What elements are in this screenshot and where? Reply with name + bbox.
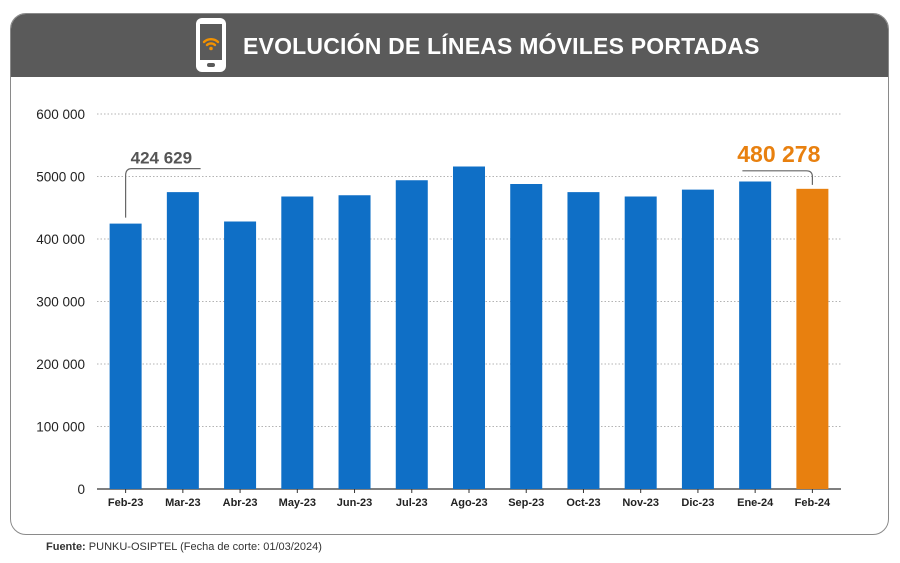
x-tick-label: Nov-23 [622, 497, 659, 509]
bar-oct-23 [567, 192, 600, 489]
x-tick-label: Ene-24 [737, 497, 774, 509]
bar-jul-23 [395, 180, 428, 489]
bar-abr-23 [224, 221, 257, 489]
y-tick-label: 600 000 [36, 107, 85, 122]
x-tick-label: Jun-23 [337, 497, 372, 509]
annotation-leader-line [742, 170, 813, 185]
chart-title: EVOLUCIÓN DE LÍNEAS MÓVILES PORTADAS [243, 33, 760, 59]
bar-feb-24 [796, 188, 829, 490]
bar-chart: 0 100 000 200 000 300 000 400 000 5000 00 600 … [36, 107, 841, 509]
y-tick-label: 100 000 [36, 420, 85, 435]
y-tick-label: 200 000 [36, 357, 85, 372]
annotation-first-value: 424 629 [131, 149, 192, 168]
smartphone-wifi-icon [196, 18, 226, 72]
x-tick-label: May-23 [279, 497, 316, 509]
bar-dic-23 [681, 189, 714, 489]
bar-sep-23 [510, 184, 543, 489]
x-tick-label: Oct-23 [566, 497, 600, 509]
y-tick-label: 300 000 [36, 295, 85, 310]
y-tick-label: 5000 00 [36, 170, 85, 185]
bar-mar-23 [166, 192, 199, 489]
bar-ago-23 [453, 166, 485, 489]
x-tick-label: Mar-23 [165, 497, 200, 509]
y-tick-label: 400 000 [36, 232, 85, 247]
bar-may-23 [281, 196, 314, 489]
source-label: Fuente: [46, 541, 86, 553]
bar-ene-24 [739, 181, 772, 489]
chart-card: EVOLUCIÓN DE LÍNEAS MÓVILES PORTADAS 0 10… [10, 13, 889, 535]
x-tick-label: Ago-23 [450, 497, 487, 509]
bar-nov-23 [624, 196, 657, 489]
chart-header: EVOLUCIÓN DE LÍNEAS MÓVILES PORTADAS [11, 14, 888, 77]
x-tick-label: Abr-23 [223, 497, 258, 509]
x-tick-label: Jul-23 [396, 497, 428, 509]
source-note: Fuente: PUNKU-OSIPTEL (Fecha de corte: 0… [46, 541, 322, 553]
y-tick-label: 0 [77, 482, 85, 497]
annotation-leader-line [125, 168, 201, 218]
x-tick-label: Feb-24 [795, 497, 831, 509]
x-tick-label: Feb-23 [108, 497, 143, 509]
x-tick-label: Dic-23 [681, 497, 714, 509]
annotation-last-value: 480 278 [737, 141, 820, 167]
source-text: PUNKU-OSIPTEL (Fecha de corte: 01/03/202… [88, 541, 322, 553]
bar-jun-23 [338, 195, 371, 489]
x-tick-label: Sep-23 [508, 497, 544, 509]
bar-feb-23 [109, 223, 142, 489]
